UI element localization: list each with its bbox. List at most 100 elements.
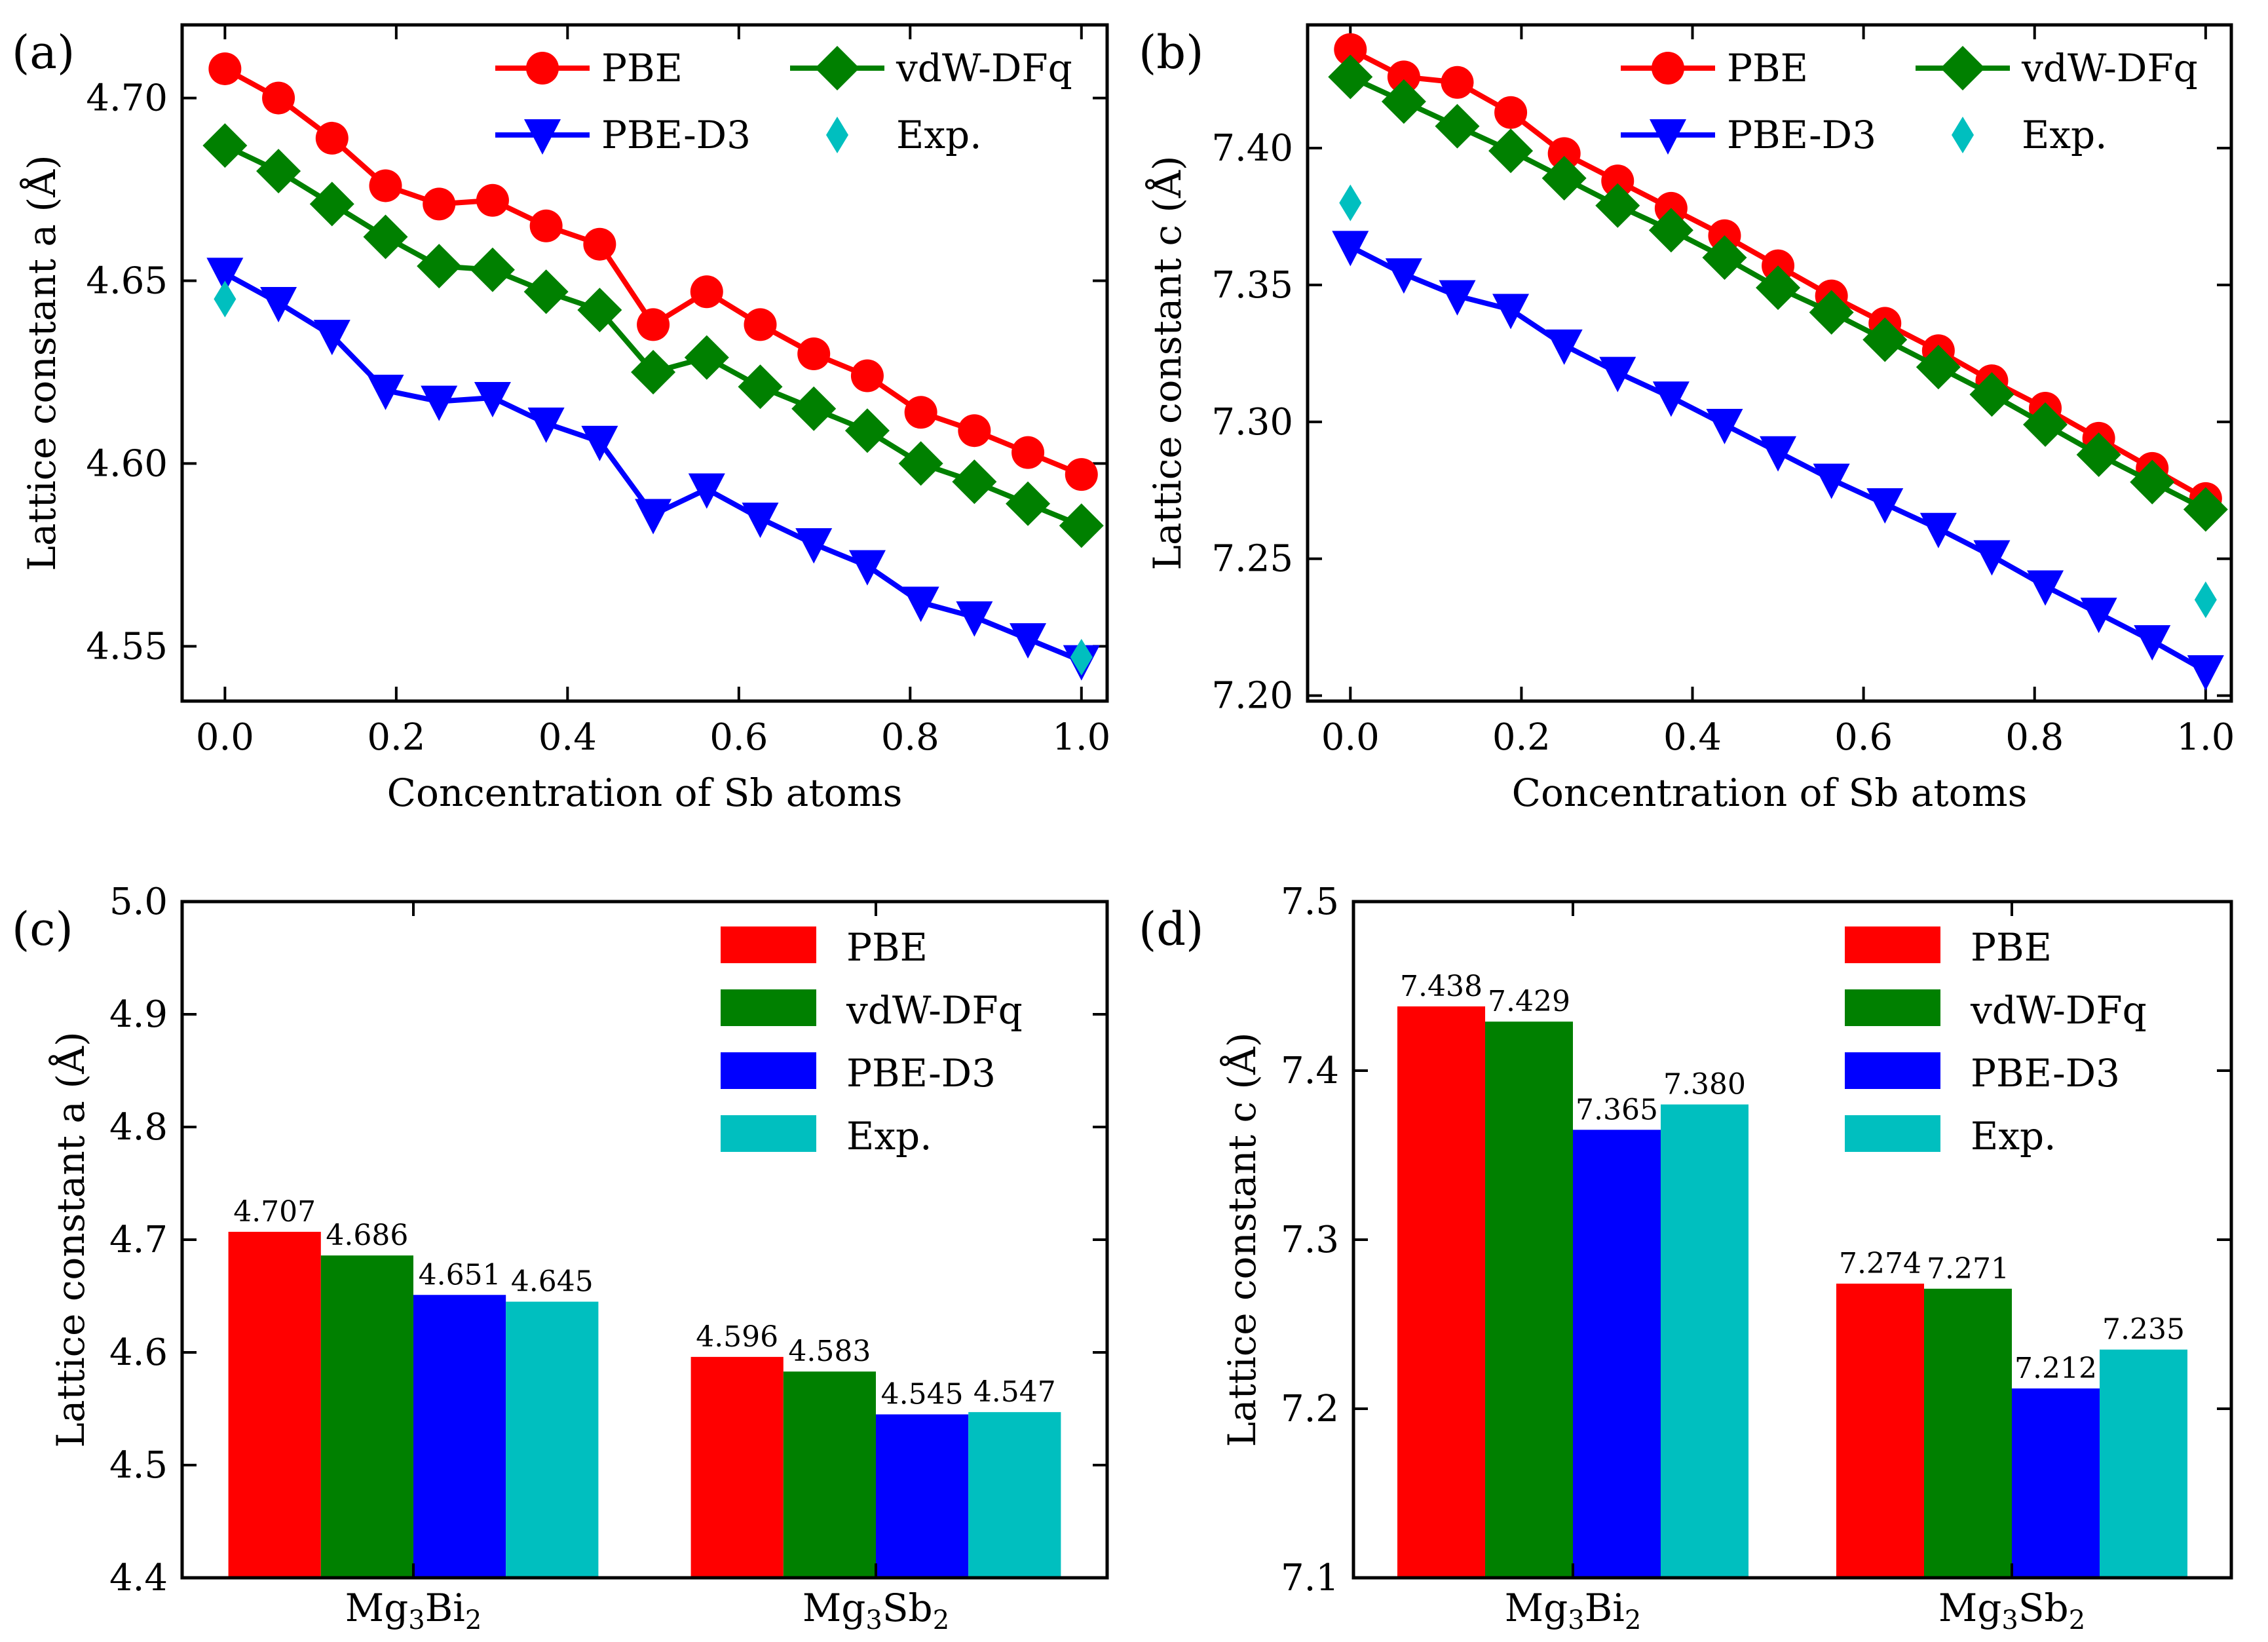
bar-value-label: 4.651: [419, 1258, 501, 1291]
x-tick-label: 0.4: [1663, 716, 1722, 759]
legend-marker: [826, 117, 848, 153]
data-point: [470, 247, 515, 292]
bar-value-label: 7.271: [1927, 1252, 2009, 1286]
data-point: [2130, 459, 2175, 505]
data-point: [1439, 280, 1476, 316]
data-point: [1328, 54, 1373, 100]
category-label: Mg3Bi2: [1505, 1586, 1642, 1635]
data-point: [262, 81, 295, 115]
legend-label: PBE-D3: [846, 1051, 996, 1096]
data-point: [631, 349, 676, 394]
bar-value-label: 7.429: [1488, 985, 1570, 1018]
data-point: [1973, 540, 2011, 576]
bar-value-label: 7.380: [1663, 1068, 1746, 1101]
legend-swatch: [1845, 989, 1940, 1026]
x-tick-label: 0.6: [1834, 716, 1893, 759]
legend-label: PBE-D3: [1971, 1051, 2120, 1096]
data-point: [256, 149, 301, 194]
data-point: [1006, 481, 1051, 526]
data-point: [958, 414, 991, 448]
data-point: [1547, 137, 1581, 170]
data-point: [1648, 208, 1693, 253]
data-point: [1813, 463, 1850, 499]
y-tick-label: 5.0: [109, 881, 168, 923]
y-tick-label: 4.9: [109, 993, 168, 1036]
data-point: [1809, 290, 1854, 335]
plot-frame: [1306, 23, 2233, 703]
legend-swatch: [721, 989, 816, 1026]
data-point: [952, 459, 997, 505]
data-point: [898, 441, 943, 486]
bar-vdw-dfq: [1485, 1021, 1573, 1578]
plot-frame: [1351, 900, 2233, 1580]
data-point: [1756, 265, 1801, 311]
y-tick-label: 7.5: [1281, 881, 1339, 923]
legend-marker: [1650, 119, 1686, 155]
bar-value-label: 4.707: [233, 1195, 316, 1229]
legend-swatch: [721, 926, 816, 963]
y-axis-label: Lattice constant a (Å): [48, 1031, 93, 1447]
category-label: Mg3Bi2: [345, 1586, 482, 1635]
data-point: [1916, 345, 1961, 390]
data-point: [795, 528, 833, 564]
y-tick-label: 7.2: [1281, 1388, 1339, 1430]
bar-vdw-dfq: [1924, 1288, 2012, 1578]
plot-frame: [180, 900, 1109, 1580]
data-point: [791, 386, 837, 431]
y-tick-label: 4.65: [86, 259, 168, 302]
data-point: [1969, 372, 2014, 417]
data-point: [206, 258, 244, 294]
data-point: [1381, 79, 1426, 124]
data-point: [1059, 503, 1104, 548]
bar-value-label: 7.212: [2014, 1352, 2097, 1385]
data-point: [476, 183, 509, 217]
legend-marker: [1940, 46, 1985, 90]
x-tick-label: 0.2: [367, 716, 425, 759]
data-point: [2187, 655, 2224, 691]
x-tick-label: 1.0: [2176, 716, 2235, 759]
data-point: [2194, 581, 2217, 619]
y-tick-label: 7.40: [1211, 127, 1293, 170]
x-axis-label: Concentration of Sb atoms: [387, 771, 903, 815]
data-point: [1702, 235, 1747, 280]
bar-pbe-d3: [413, 1295, 506, 1578]
x-tick-label: 0.8: [2005, 716, 2064, 759]
data-point: [523, 269, 569, 315]
panel-a: 4.55 4.60 4.65 4.70 0.0 0.2 0.4 0.6 0.8 1.0 PBE vdW…: [12, 23, 1110, 815]
data-point: [1492, 294, 1530, 330]
bar-pbe-d3: [876, 1414, 969, 1578]
data-point: [577, 288, 622, 333]
data-point: [1706, 409, 1743, 445]
legend-swatch: [721, 1052, 816, 1089]
data-point: [742, 503, 779, 539]
data-point: [684, 335, 729, 380]
legend-label: vdW-DFq: [1970, 988, 2147, 1033]
legend-label: PBE: [1971, 925, 2052, 970]
legend-label: Exp.: [846, 1114, 932, 1158]
y-axis-label: Lattice constant a (Å): [20, 155, 64, 571]
legend-label: PBE: [1727, 46, 1808, 90]
plot-frame: [180, 23, 1109, 703]
data-point: [1332, 231, 1369, 267]
data-point: [581, 425, 618, 461]
data-point: [738, 364, 783, 410]
data-point: [315, 121, 349, 155]
data-point: [1919, 512, 1957, 548]
data-point: [848, 550, 886, 586]
data-point: [214, 280, 236, 318]
x-tick-label: 0.6: [709, 716, 768, 759]
data-point: [369, 169, 402, 202]
bar-value-label: 7.235: [2102, 1313, 2185, 1346]
data-point: [744, 308, 777, 341]
bar-pbe: [228, 1231, 321, 1578]
data-point: [1866, 488, 1904, 524]
y-tick-label: 7.25: [1211, 538, 1293, 581]
data-point: [797, 337, 831, 371]
panel-c: 4.4 4.5 4.6 4.7 4.8 4.9 5.0 4.707 4.686 4.651 4.64…: [12, 881, 1109, 1635]
data-point: [529, 209, 563, 242]
data-point: [313, 320, 350, 356]
y-tick-label: 7.20: [1211, 675, 1293, 717]
data-point: [2134, 625, 2171, 661]
